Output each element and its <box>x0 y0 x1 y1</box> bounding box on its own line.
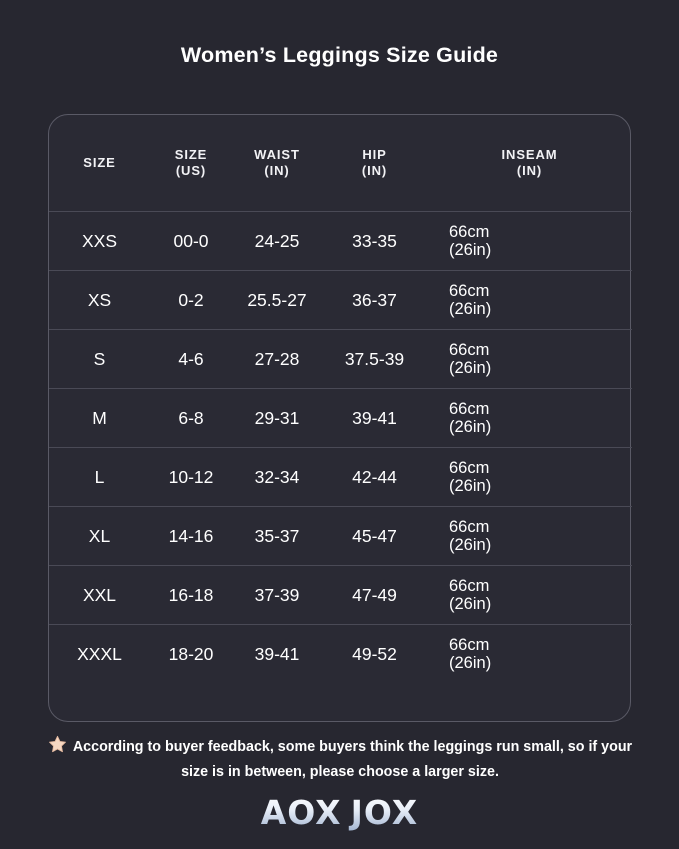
cell-waist: 27-28 <box>232 329 322 389</box>
star-icon <box>48 735 67 761</box>
cell-waist: 29-31 <box>232 388 322 448</box>
table-row: XXS 00-0 24-25 33-35 66cm (26in) <box>49 211 632 271</box>
cell-size-us: 16-18 <box>150 565 232 625</box>
table-row: XXXL 18-20 39-41 49-52 66cm (26in) <box>49 624 632 683</box>
cell-size: XXXL <box>49 624 150 683</box>
cell-size: XXL <box>49 565 150 625</box>
table-row: XS 0-2 25.5-27 36-37 66cm (26in) <box>49 270 632 330</box>
table-header-row: SIZE SIZE (US) WAIST (IN) HIP (IN) INSEA… <box>49 115 632 212</box>
brand-logo: AOX JOX <box>0 793 679 832</box>
cell-hip: 47-49 <box>322 565 427 625</box>
cell-inseam: 66cm (26in) <box>427 388 632 448</box>
cell-inseam: 66cm (26in) <box>427 624 632 683</box>
cell-inseam: 66cm (26in) <box>427 565 632 625</box>
table-row: XXL 16-18 37-39 47-49 66cm (26in) <box>49 565 632 625</box>
cell-size-us: 00-0 <box>150 211 232 271</box>
cell-waist: 25.5-27 <box>232 270 322 330</box>
cell-size: XXS <box>49 211 150 271</box>
cell-inseam: 66cm (26in) <box>427 447 632 507</box>
column-header-inseam: INSEAM (IN) <box>501 146 558 178</box>
cell-hip: 39-41 <box>322 388 427 448</box>
cell-hip: 49-52 <box>322 624 427 683</box>
cell-hip: 33-35 <box>322 211 427 271</box>
cell-size: S <box>49 329 150 389</box>
column-header-waist: WAIST (IN) <box>254 146 300 178</box>
cell-size: XS <box>49 270 150 330</box>
cell-waist: 32-34 <box>232 447 322 507</box>
cell-hip: 45-47 <box>322 506 427 566</box>
cell-inseam: 66cm (26in) <box>427 506 632 566</box>
cell-size-us: 10-12 <box>150 447 232 507</box>
table-row: M 6-8 29-31 39-41 66cm (26in) <box>49 388 632 448</box>
cell-hip: 37.5-39 <box>322 329 427 389</box>
column-header-hip: HIP (IN) <box>361 146 388 178</box>
brand-logo-part1: AOX <box>260 793 342 832</box>
cell-size-us: 14-16 <box>150 506 232 566</box>
column-header-size-us: SIZE (US) <box>174 146 208 178</box>
cell-waist: 37-39 <box>232 565 322 625</box>
cell-size: M <box>49 388 150 448</box>
brand-logo-part2: JOX <box>350 793 419 832</box>
table-row: XL 14-16 35-37 45-47 66cm (26in) <box>49 506 632 566</box>
cell-waist: 39-41 <box>232 624 322 683</box>
table-row: S 4-6 27-28 37.5-39 66cm (26in) <box>49 329 632 389</box>
cell-size-us: 0-2 <box>150 270 232 330</box>
size-guide-table: SIZE SIZE (US) WAIST (IN) HIP (IN) INSEA… <box>49 115 632 683</box>
cell-size-us: 6-8 <box>150 388 232 448</box>
cell-hip: 42-44 <box>322 447 427 507</box>
cell-inseam: 66cm (26in) <box>427 270 632 330</box>
column-header-size: SIZE <box>83 154 116 170</box>
cell-size-us: 18-20 <box>150 624 232 683</box>
footer-note: According to buyer feedback, some buyers… <box>40 735 640 783</box>
cell-inseam: 66cm (26in) <box>427 329 632 389</box>
page-title: Women’s Leggings Size Guide <box>180 43 499 67</box>
cell-size: L <box>49 447 150 507</box>
table-row: L 10-12 32-34 42-44 66cm (26in) <box>49 447 632 507</box>
cell-inseam: 66cm (26in) <box>427 211 632 271</box>
size-guide-card: SIZE SIZE (US) WAIST (IN) HIP (IN) INSEA… <box>48 114 632 722</box>
cell-waist: 35-37 <box>232 506 322 566</box>
footer-note-text: According to buyer feedback, some buyers… <box>72 739 633 781</box>
cell-size-us: 4-6 <box>150 329 232 389</box>
cell-size: XL <box>49 506 150 566</box>
cell-waist: 24-25 <box>232 211 322 271</box>
cell-hip: 36-37 <box>322 270 427 330</box>
